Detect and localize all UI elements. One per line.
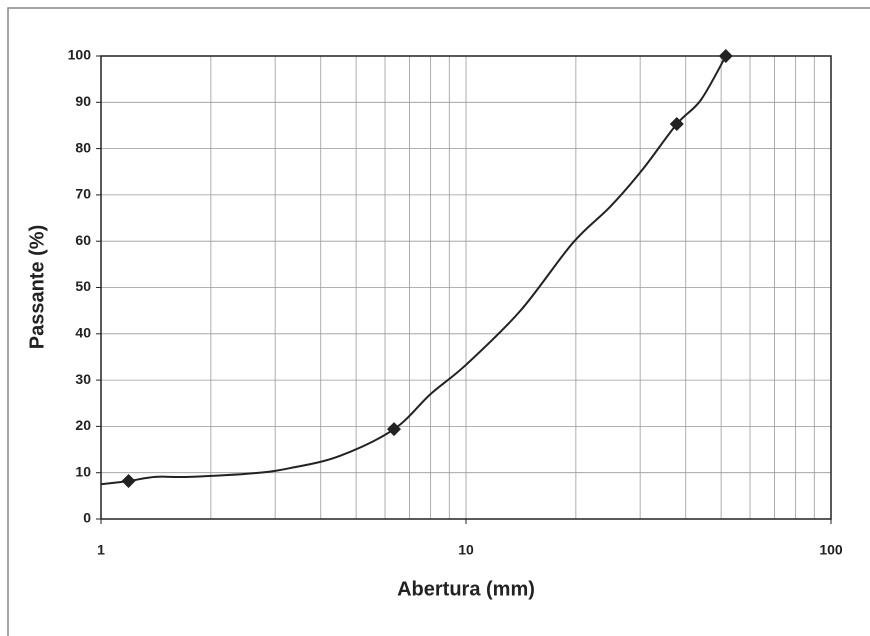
y-tick-label: 90: [75, 93, 91, 109]
x-tick-label: 10: [458, 542, 474, 558]
y-tick-label: 80: [75, 139, 91, 155]
y-tick-label: 10: [75, 463, 91, 479]
marker: [121, 474, 136, 489]
marker: [387, 422, 402, 437]
frame: [7, 7, 870, 636]
x-tick-label: 100: [819, 542, 843, 558]
y-tick-label: 40: [75, 325, 91, 341]
x-axis-title: Abertura (mm): [397, 578, 535, 600]
y-tick-label: 30: [75, 371, 91, 387]
y-tick-label: 100: [68, 47, 92, 63]
marker: [669, 117, 684, 132]
x-tick-label: 1: [97, 542, 105, 558]
plot-border: [100, 55, 832, 520]
y-tick-label: 50: [75, 278, 91, 294]
y-tick-label: 70: [75, 186, 91, 202]
y-axis-title: Passante (%): [26, 225, 48, 350]
y-tick-label: 0: [83, 510, 91, 526]
y-tick-label: 60: [75, 232, 91, 248]
line: [100, 55, 727, 486]
y-tick-label: 20: [75, 417, 91, 433]
marker: [718, 49, 733, 63]
